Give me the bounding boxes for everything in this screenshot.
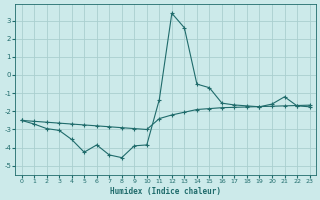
X-axis label: Humidex (Indice chaleur): Humidex (Indice chaleur) bbox=[110, 187, 221, 196]
